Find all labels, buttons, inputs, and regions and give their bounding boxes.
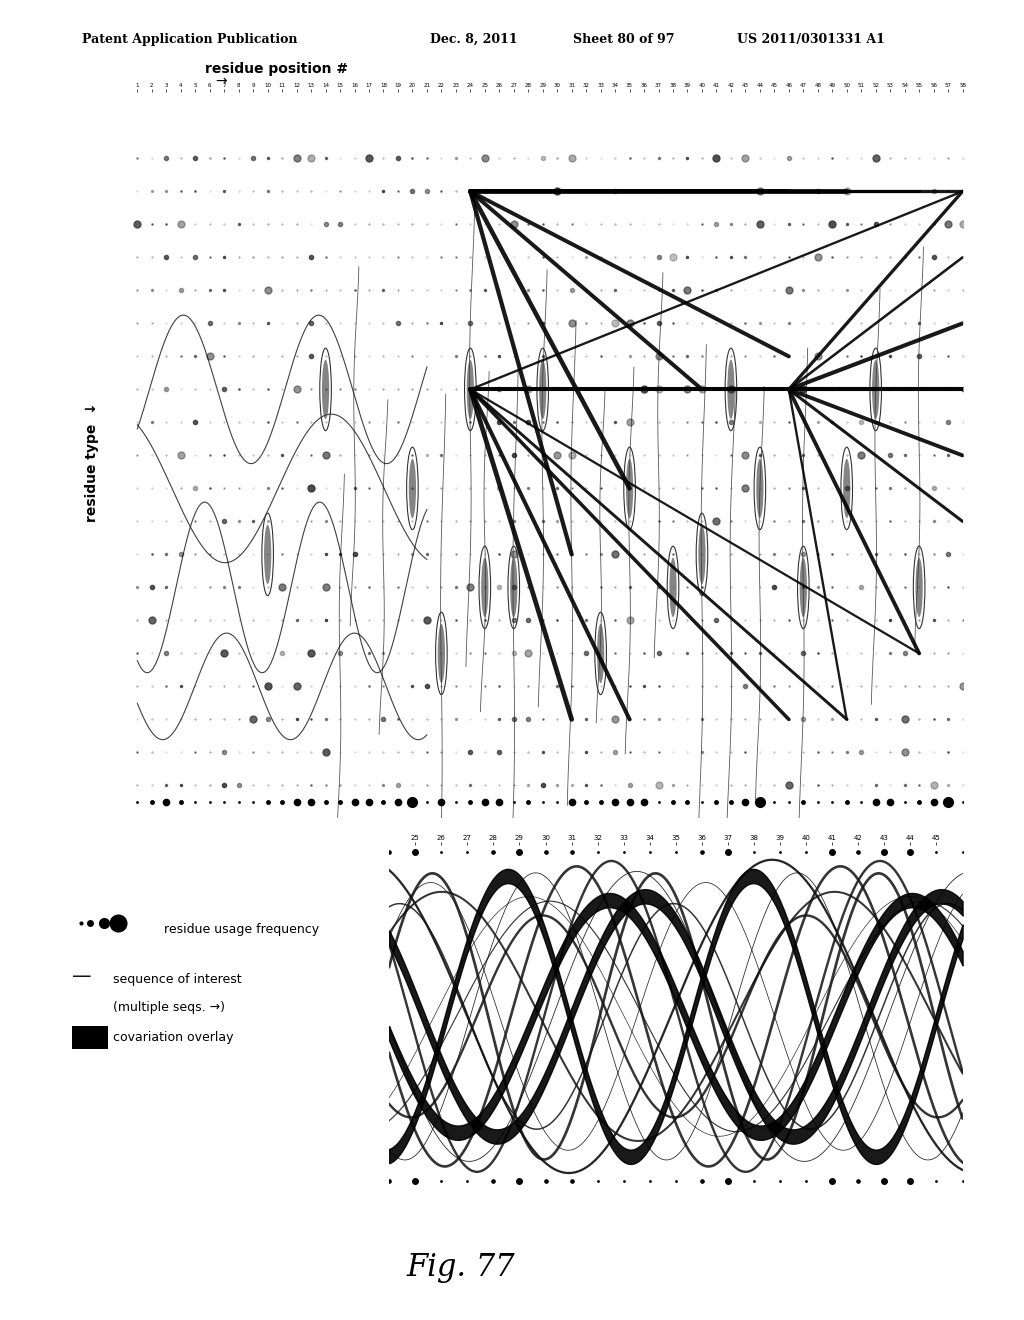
Ellipse shape bbox=[409, 458, 416, 517]
Text: →: → bbox=[215, 75, 226, 88]
Text: residue position #: residue position # bbox=[205, 62, 348, 75]
Ellipse shape bbox=[597, 623, 604, 684]
Ellipse shape bbox=[872, 359, 880, 418]
Text: sequence of interest: sequence of interest bbox=[113, 973, 242, 986]
Ellipse shape bbox=[843, 458, 850, 517]
Ellipse shape bbox=[727, 359, 734, 418]
Ellipse shape bbox=[757, 458, 764, 517]
Text: residue type  ↓: residue type ↓ bbox=[85, 403, 99, 521]
Text: residue usage frequency: residue usage frequency bbox=[164, 923, 318, 936]
Ellipse shape bbox=[510, 557, 517, 616]
Ellipse shape bbox=[698, 524, 706, 583]
Ellipse shape bbox=[264, 524, 271, 583]
Ellipse shape bbox=[539, 359, 547, 418]
Text: Sheet 80 of 97: Sheet 80 of 97 bbox=[573, 33, 675, 46]
Ellipse shape bbox=[467, 359, 474, 418]
Ellipse shape bbox=[670, 557, 677, 616]
Ellipse shape bbox=[626, 458, 633, 517]
Text: Patent Application Publication: Patent Application Publication bbox=[82, 33, 297, 46]
Ellipse shape bbox=[915, 557, 923, 616]
Text: (multiple seqs. →): (multiple seqs. →) bbox=[113, 1001, 224, 1014]
Text: US 2011/0301331 A1: US 2011/0301331 A1 bbox=[737, 33, 885, 46]
Ellipse shape bbox=[438, 623, 445, 684]
Ellipse shape bbox=[481, 557, 488, 616]
Ellipse shape bbox=[800, 557, 807, 616]
Text: covariation overlay: covariation overlay bbox=[113, 1031, 233, 1044]
Text: Dec. 8, 2011: Dec. 8, 2011 bbox=[430, 33, 518, 46]
Text: —: — bbox=[72, 968, 91, 986]
Ellipse shape bbox=[322, 359, 329, 418]
Text: Fig. 77: Fig. 77 bbox=[407, 1251, 515, 1283]
